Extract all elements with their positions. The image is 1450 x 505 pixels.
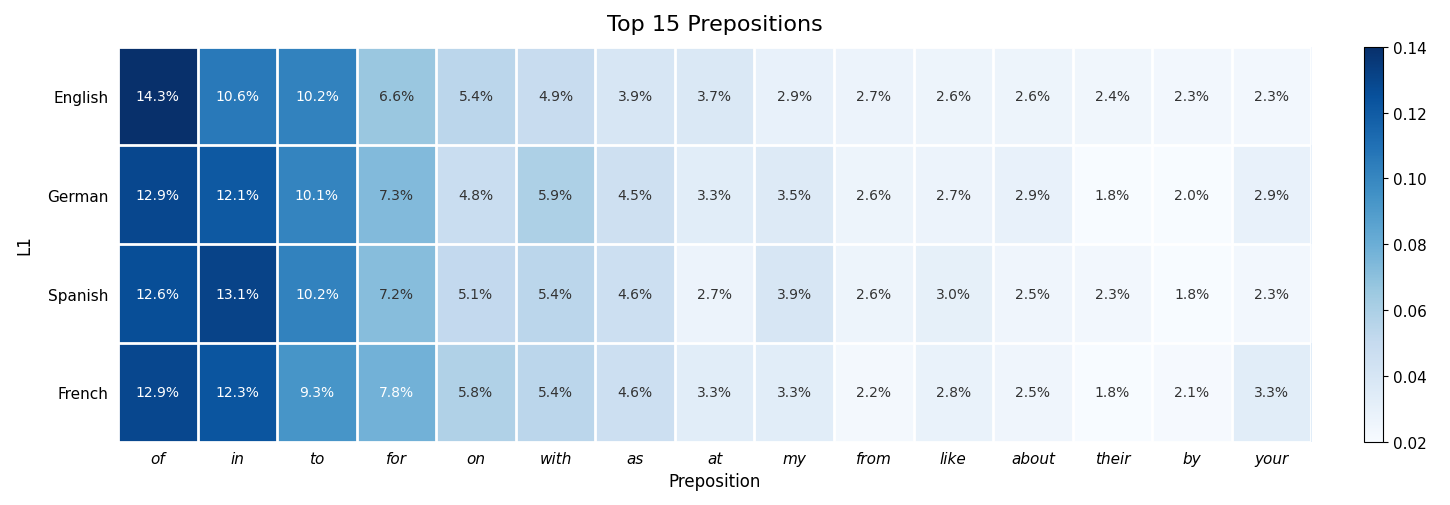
Text: 2.3%: 2.3% (1095, 287, 1130, 301)
Text: 1.8%: 1.8% (1174, 287, 1209, 301)
Text: 2.6%: 2.6% (856, 188, 892, 203)
Title: Top 15 Prepositions: Top 15 Prepositions (606, 15, 822, 35)
Text: 7.3%: 7.3% (378, 188, 413, 203)
Text: 4.6%: 4.6% (618, 386, 652, 399)
Text: 2.8%: 2.8% (935, 386, 972, 399)
Text: 3.3%: 3.3% (697, 188, 732, 203)
Text: 4.5%: 4.5% (618, 188, 652, 203)
Text: 10.2%: 10.2% (294, 90, 339, 104)
Text: 10.2%: 10.2% (294, 287, 339, 301)
Text: 3.9%: 3.9% (777, 287, 812, 301)
Text: 1.8%: 1.8% (1095, 386, 1130, 399)
Text: 3.0%: 3.0% (935, 287, 972, 301)
Text: 2.3%: 2.3% (1254, 90, 1289, 104)
Text: 2.1%: 2.1% (1174, 386, 1209, 399)
Text: 7.2%: 7.2% (378, 287, 413, 301)
Text: 14.3%: 14.3% (136, 90, 180, 104)
Y-axis label: L1: L1 (14, 235, 33, 255)
Text: 10.1%: 10.1% (294, 188, 339, 203)
Text: 2.6%: 2.6% (856, 287, 892, 301)
Text: 4.6%: 4.6% (618, 287, 652, 301)
Text: 13.1%: 13.1% (215, 287, 260, 301)
Text: 12.9%: 12.9% (136, 188, 180, 203)
Text: 2.9%: 2.9% (777, 90, 812, 104)
Text: 2.6%: 2.6% (935, 90, 972, 104)
Text: 5.1%: 5.1% (458, 287, 493, 301)
Text: 2.3%: 2.3% (1254, 287, 1289, 301)
Text: 12.9%: 12.9% (136, 386, 180, 399)
Text: 3.3%: 3.3% (777, 386, 812, 399)
Text: 3.5%: 3.5% (777, 188, 812, 203)
Text: 5.9%: 5.9% (538, 188, 573, 203)
Text: 2.4%: 2.4% (1095, 90, 1130, 104)
Text: 2.0%: 2.0% (1174, 188, 1209, 203)
Text: 2.6%: 2.6% (1015, 90, 1050, 104)
Text: 3.9%: 3.9% (618, 90, 652, 104)
Text: 6.6%: 6.6% (378, 90, 415, 104)
Text: 2.2%: 2.2% (857, 386, 892, 399)
Text: 4.8%: 4.8% (458, 188, 493, 203)
Text: 4.9%: 4.9% (538, 90, 573, 104)
Text: 3.3%: 3.3% (1254, 386, 1289, 399)
Text: 7.8%: 7.8% (378, 386, 415, 399)
Text: 2.7%: 2.7% (857, 90, 892, 104)
Text: 3.7%: 3.7% (697, 90, 732, 104)
Text: 3.3%: 3.3% (697, 386, 732, 399)
Text: 5.4%: 5.4% (538, 287, 573, 301)
Text: 5.4%: 5.4% (458, 90, 493, 104)
Text: 12.6%: 12.6% (136, 287, 180, 301)
Text: 2.5%: 2.5% (1015, 287, 1050, 301)
Text: 5.8%: 5.8% (458, 386, 493, 399)
Text: 1.8%: 1.8% (1095, 188, 1130, 203)
Text: 12.3%: 12.3% (216, 386, 260, 399)
Text: 2.9%: 2.9% (1254, 188, 1289, 203)
Text: 2.9%: 2.9% (1015, 188, 1050, 203)
Text: 2.3%: 2.3% (1174, 90, 1209, 104)
Text: 9.3%: 9.3% (299, 386, 335, 399)
Text: 2.7%: 2.7% (697, 287, 732, 301)
Text: 10.6%: 10.6% (215, 90, 260, 104)
Text: 5.4%: 5.4% (538, 386, 573, 399)
Text: 2.7%: 2.7% (935, 188, 972, 203)
X-axis label: Preposition: Preposition (668, 472, 761, 490)
Text: 12.1%: 12.1% (215, 188, 260, 203)
Text: 2.5%: 2.5% (1015, 386, 1050, 399)
